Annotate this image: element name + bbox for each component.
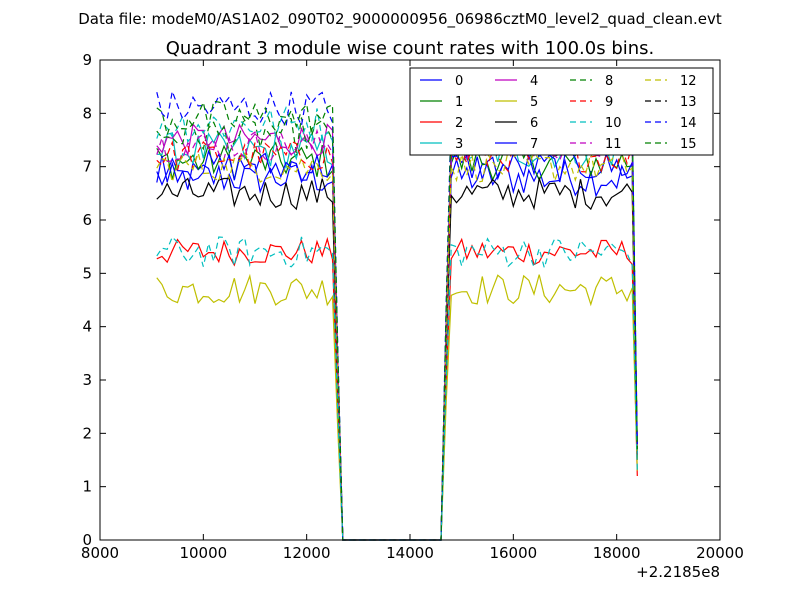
legend-label-12: 12: [680, 74, 697, 89]
x-tick-label: 8000: [81, 544, 119, 562]
y-tick-label: 5: [82, 264, 92, 282]
y-tick-label: 7: [82, 158, 92, 176]
x-tick-label: 16000: [489, 544, 537, 562]
legend-label-14: 14: [680, 116, 697, 131]
chart-title: Quadrant 3 module wise count rates with …: [166, 38, 655, 59]
series-line-11: [156, 128, 638, 541]
legend-label-5: 5: [530, 95, 538, 110]
series-line-1: [156, 141, 638, 541]
x-tick-label: 20000: [696, 544, 744, 562]
datafile-header: Data file: modeM0/AS1A02_090T02_90000009…: [78, 10, 722, 29]
x-tick-label: 12000: [283, 544, 331, 562]
series-line-9: [156, 139, 638, 541]
x-offset-label: +2.2185e8: [636, 563, 720, 581]
legend-label-10: 10: [605, 116, 622, 131]
series-line-15: [156, 99, 638, 541]
legend-label-13: 13: [680, 95, 697, 110]
axis-ticks: 8000 10000 12000 14000 16000 18000 20000012345…: [81, 51, 744, 562]
y-tick-label: 2: [82, 424, 92, 442]
y-tick-label: 8: [82, 104, 92, 122]
series-line-7: [156, 149, 638, 541]
legend-label-15: 15: [680, 137, 697, 152]
series-line-6: [156, 176, 638, 541]
series-line-5: [156, 273, 638, 541]
legend-label-0: 0: [455, 74, 463, 89]
series-line-3: [156, 131, 638, 541]
x-tick-label: 10000: [179, 544, 227, 562]
legend-label-2: 2: [455, 116, 463, 131]
legend-label-7: 7: [530, 137, 538, 152]
series-group: [156, 89, 638, 541]
x-tick-label: 14000: [386, 544, 434, 562]
legend-label-11: 11: [605, 137, 622, 152]
series-line-13: [156, 236, 638, 541]
legend-label-9: 9: [605, 95, 613, 110]
legend-label-8: 8: [605, 74, 613, 89]
x-tick-label: 18000: [593, 544, 641, 562]
legend-label-3: 3: [455, 137, 463, 152]
legend-label-1: 1: [455, 95, 463, 110]
y-tick-label: 6: [82, 211, 92, 229]
series-line-0: [156, 157, 638, 541]
series-line-12: [156, 149, 638, 541]
series-line-2: [156, 236, 638, 541]
legend-label-6: 6: [530, 116, 538, 131]
y-tick-label: 1: [82, 478, 92, 496]
y-tick-label: 3: [82, 371, 92, 389]
y-tick-label: 4: [82, 318, 92, 336]
y-tick-label: 0: [82, 531, 92, 549]
legend-label-4: 4: [530, 74, 538, 89]
legend-box: [409, 67, 714, 156]
y-tick-label: 9: [82, 51, 92, 69]
